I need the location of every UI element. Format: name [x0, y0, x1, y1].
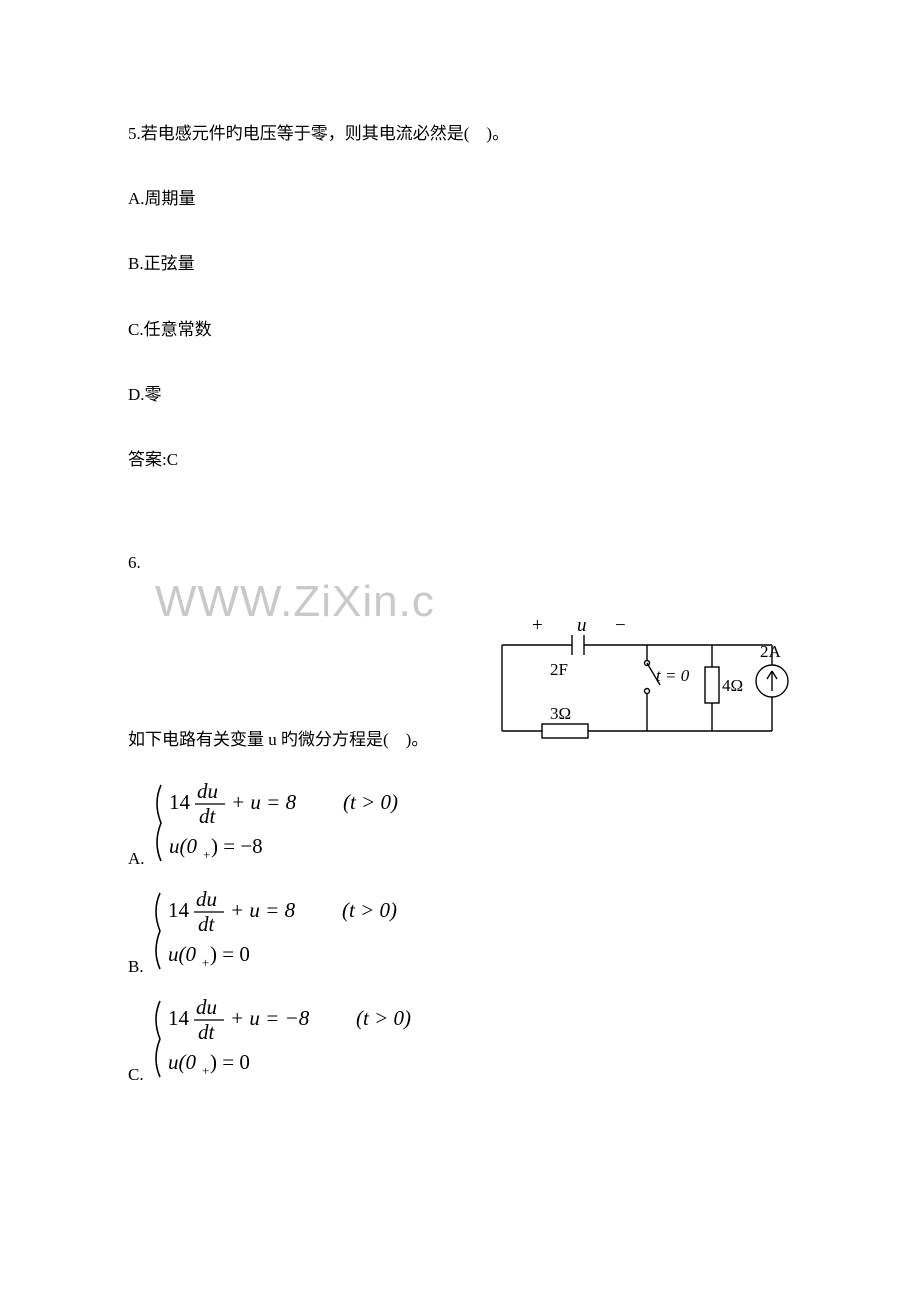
q6-text: 如下电路有关变量 u 旳微分方程是( )。 [128, 726, 428, 753]
svg-text:(t > 0): (t > 0) [356, 1006, 411, 1030]
svg-text:(t > 0): (t > 0) [343, 790, 398, 814]
svg-text:+: + [202, 1063, 209, 1078]
eq-b: 14 du dt + u = 8 (t > 0) u(0 + ) = 0 [150, 881, 450, 981]
svg-text:) = 0: ) = 0 [210, 942, 250, 966]
q5-text: 5.若电感元件旳电压等于零，则其电流必然是( )。 [128, 120, 792, 147]
q5-option-d: D.零 [128, 381, 792, 408]
r4-label: 4Ω [722, 676, 743, 695]
eq-c: 14 du dt + u = −8 (t > 0) u(0 + ) = 0 [150, 989, 460, 1089]
q5-option-c: C.任意常数 [128, 316, 792, 343]
u-plus: + [532, 615, 543, 636]
q6-number: 6. [128, 553, 792, 573]
svg-text:u(0: u(0 [169, 834, 197, 858]
cap-label: 2F [550, 660, 568, 679]
svg-text:+: + [203, 847, 210, 862]
svg-text:du: du [196, 995, 217, 1019]
u-minus: − [615, 615, 626, 636]
q5-option-a: A.周期量 [128, 185, 792, 212]
svg-text:(t > 0): (t > 0) [342, 898, 397, 922]
svg-text:) = 0: ) = 0 [210, 1050, 250, 1074]
r3-label: 3Ω [550, 704, 571, 723]
svg-text:) = −8: ) = −8 [211, 834, 263, 858]
svg-text:14: 14 [169, 790, 191, 814]
svg-text:+ u = −8: + u = −8 [230, 1006, 310, 1030]
eq-a-label: A. [128, 850, 145, 873]
svg-text:du: du [197, 779, 218, 803]
eq-b-label: B. [128, 958, 144, 981]
svg-text:+ u = 8: + u = 8 [231, 790, 297, 814]
svg-text:u(0: u(0 [168, 942, 196, 966]
svg-text:+: + [202, 955, 209, 970]
svg-text:u(0: u(0 [168, 1050, 196, 1074]
svg-text:dt: dt [198, 912, 216, 936]
svg-text:+ u = 8: + u = 8 [230, 898, 296, 922]
q5-option-b: B.正弦量 [128, 250, 792, 277]
q5-answer: 答案:C [128, 446, 792, 473]
svg-text:du: du [196, 887, 217, 911]
switch-label: t = 0 [656, 666, 690, 685]
svg-text:14: 14 [168, 898, 190, 922]
u-sym: u [577, 615, 587, 636]
svg-text:14: 14 [168, 1006, 190, 1030]
svg-text:dt: dt [199, 804, 217, 828]
eq-a: 14 du dt + u = 8 (t > 0) u(0 + ) = −8 [151, 773, 451, 873]
src-label: 2A [760, 642, 782, 661]
svg-text:dt: dt [198, 1020, 216, 1044]
circuit-diagram: + u − t = 0 [432, 613, 792, 753]
eq-c-label: C. [128, 1066, 144, 1089]
